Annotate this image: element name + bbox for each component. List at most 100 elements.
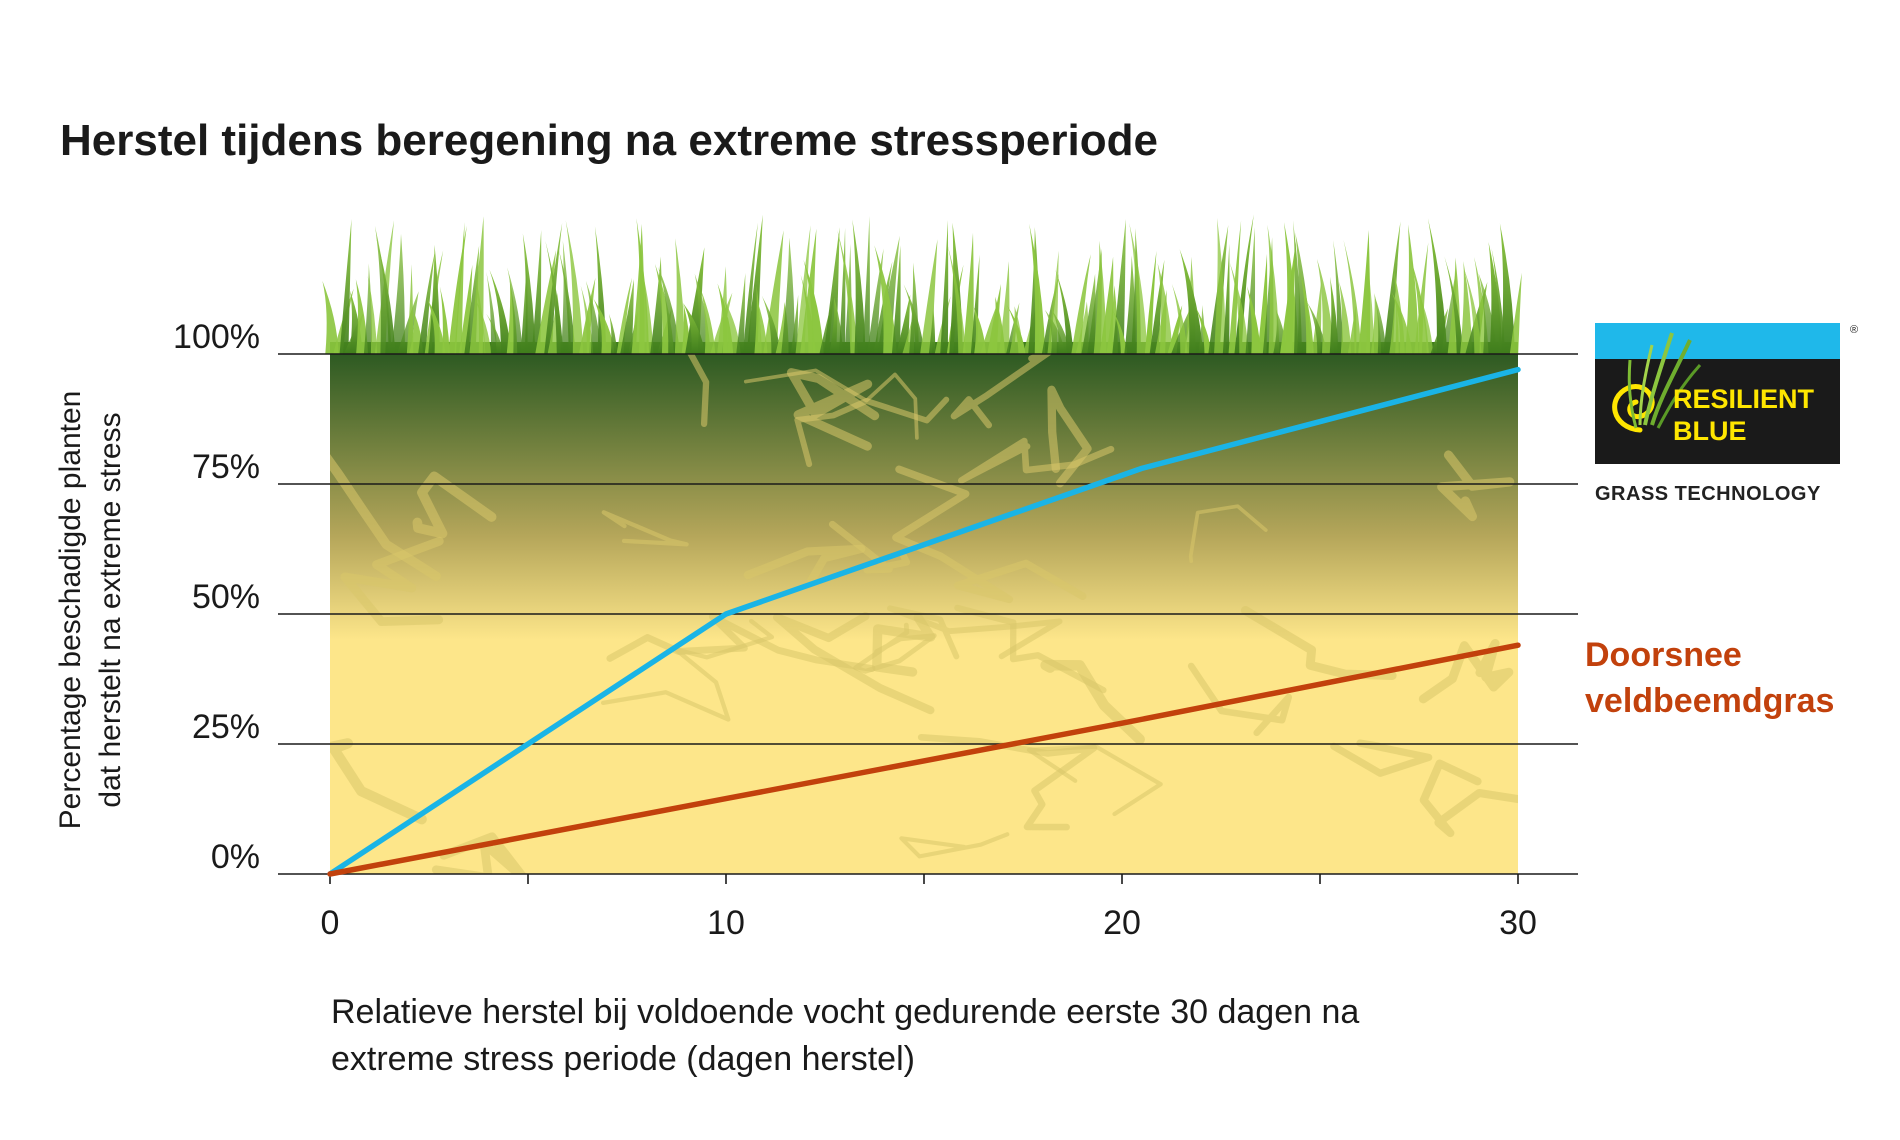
soil-crack	[786, 368, 880, 451]
grass-blade	[593, 299, 615, 354]
x-tick-label: 0	[321, 904, 340, 942]
grass-blade	[800, 274, 816, 354]
grass-blade	[736, 273, 746, 354]
grass-blade	[545, 240, 564, 354]
grass-blade	[1006, 304, 1026, 354]
grass-blade	[658, 267, 680, 354]
gridlines	[278, 353, 1578, 875]
soil-crack	[606, 613, 876, 672]
y-axis: 0% 25% 50% 75% 100%	[173, 318, 260, 876]
x-axis: 0 10 20 30	[321, 874, 1537, 942]
grass-blade	[1144, 250, 1157, 354]
grass-blade	[852, 219, 866, 354]
grass-blade	[531, 230, 542, 354]
grass-blade	[867, 248, 884, 354]
grass-blade	[1333, 240, 1344, 354]
grass-blade	[1198, 305, 1206, 354]
grass-blade	[454, 222, 465, 354]
grass-blade	[1267, 224, 1280, 354]
soil-crack	[773, 612, 935, 715]
grass-blade	[874, 245, 897, 354]
grass-strip	[322, 214, 1522, 354]
grass-blade	[1317, 258, 1334, 354]
grass-blade	[1051, 309, 1070, 354]
soil-crack	[950, 354, 1053, 429]
grass-blade	[1374, 295, 1387, 354]
grass-blade	[1055, 269, 1074, 354]
grass-blade	[558, 247, 576, 354]
grass-blade	[636, 218, 650, 354]
grass-blade	[418, 251, 435, 354]
soil-crack	[1419, 759, 1518, 838]
grass-blade	[1112, 309, 1128, 354]
soil-crack	[899, 832, 1010, 859]
grass-blade	[837, 229, 858, 354]
grass-blade	[903, 284, 925, 354]
grass-blade	[474, 296, 492, 354]
grass-blade	[580, 285, 594, 354]
grass-blade	[1071, 254, 1091, 354]
y-axis-label-line-2: dat herstelt na extreme stress	[94, 412, 127, 807]
grass-blade	[1157, 263, 1173, 354]
y-tick-label: 25%	[192, 708, 260, 746]
logo-line-1: RESILIENT	[1673, 384, 1815, 414]
grass-blade	[973, 307, 986, 354]
grass-blade	[980, 300, 999, 354]
plot-background	[330, 354, 1518, 874]
grass-blade	[829, 297, 843, 354]
soil-crack	[1187, 662, 1292, 737]
grass-blade	[803, 259, 824, 354]
soil-crack	[687, 354, 710, 428]
grass-blade	[367, 275, 378, 354]
grass-blade	[1214, 218, 1226, 354]
series-line-doorsnee	[327, 642, 1521, 877]
grass-blade	[1491, 247, 1506, 354]
grass-blade	[1365, 256, 1375, 354]
y-tick-label: 75%	[192, 448, 260, 486]
grass-swirl-icon	[1612, 332, 1702, 433]
soil-crack	[600, 618, 775, 722]
grass-blade	[761, 295, 781, 354]
x-axis-label-line-1: Relatieve herstel bij voldoende vocht ge…	[331, 993, 1359, 1031]
grass-blade	[565, 220, 584, 354]
y-axis-label-line-1: Percentage beschadigde planten	[54, 391, 87, 830]
grass-blade	[891, 245, 901, 354]
grass-blade	[1427, 218, 1448, 354]
grass-blade	[1093, 240, 1107, 354]
soil-crack	[1047, 385, 1092, 488]
grass-blade	[947, 245, 966, 354]
logo-line-2: BLUE	[1673, 416, 1747, 446]
y-tick-label: 50%	[192, 578, 260, 616]
grass-blade	[609, 313, 618, 354]
soil-cracks	[330, 354, 1518, 874]
soil-crack	[892, 465, 1087, 604]
grass-blade	[795, 225, 811, 354]
grass-blade	[640, 263, 654, 354]
grass-blade	[1509, 272, 1522, 354]
logo-box	[1595, 359, 1840, 464]
soil-crack	[431, 832, 527, 874]
soil-crack	[601, 510, 689, 547]
grass-blade	[862, 216, 870, 354]
logo-tagline: GRASS TECHNOLOGY	[1595, 483, 1821, 505]
grass-blade	[507, 267, 523, 354]
grass-blade	[339, 219, 352, 354]
grass-blade	[1171, 284, 1188, 354]
grass-blade	[486, 313, 504, 354]
grass-blade	[426, 297, 446, 354]
grass-blade	[940, 220, 949, 354]
grass-blade	[1228, 220, 1242, 354]
grass-blade	[790, 294, 799, 354]
x-tick-label: 30	[1499, 904, 1537, 942]
chart-title: Herstel tijdens beregening na extreme st…	[60, 116, 1158, 165]
logo-registered-mark: ®	[1850, 324, 1858, 336]
grass-blade	[650, 256, 663, 354]
grass-blade	[962, 232, 974, 354]
grass-blade	[674, 238, 686, 354]
soil-crack	[887, 605, 1063, 660]
resilient-blue-logo: ® RESILIENT BLUE GRASS TECHNOLOGY	[1595, 323, 1858, 505]
grass-blade	[1339, 281, 1352, 354]
grass-blade	[920, 239, 938, 354]
soil-crack	[828, 520, 911, 574]
